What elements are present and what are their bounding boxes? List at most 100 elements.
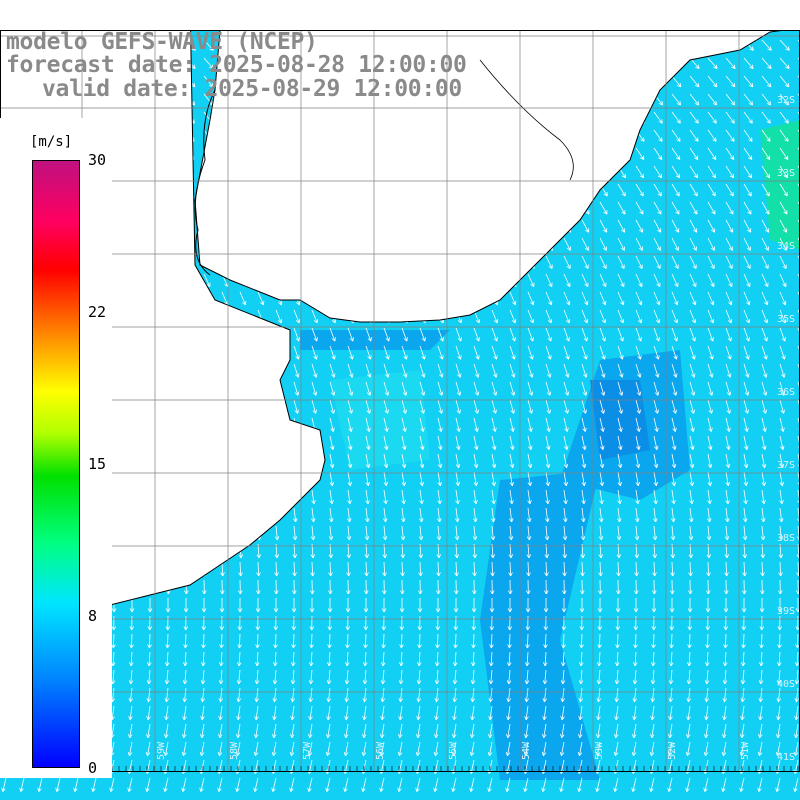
wind-arrow — [797, 291, 800, 298]
wind-arrow — [543, 615, 549, 631]
wind-arrow — [652, 525, 658, 541]
wind-arrow — [541, 777, 547, 792]
wind-arrow — [743, 165, 752, 179]
wind-arrow — [363, 615, 369, 631]
wind-arrow — [383, 435, 389, 450]
wind-arrow — [758, 687, 764, 703]
wind-arrow — [707, 435, 713, 450]
wind-arrow — [470, 705, 475, 721]
low-wind-patch — [300, 330, 450, 350]
wind-arrow — [416, 723, 421, 739]
wind-arrow — [615, 597, 621, 613]
wind-arrow — [725, 471, 731, 487]
wind-arrow — [527, 291, 535, 306]
wind-arrow — [689, 381, 696, 396]
wind-arrow — [238, 579, 243, 595]
wind-arrow — [671, 435, 677, 450]
wind-arrow — [129, 597, 135, 613]
wind-arrow — [707, 111, 717, 124]
wind-arrow — [739, 777, 745, 792]
wind-arrow — [761, 75, 772, 88]
wind-arrow — [563, 399, 569, 414]
wind-arrow — [562, 525, 568, 541]
wind-arrow — [617, 219, 626, 233]
wind-arrow — [380, 687, 386, 703]
wind-arrow — [581, 273, 589, 288]
wind-arrow — [725, 327, 732, 342]
valid-date: valid date: 2025-08-29 12:00:00 — [42, 76, 462, 102]
wind-arrow — [578, 687, 584, 703]
wind-arrow — [237, 597, 243, 613]
wind-arrow — [455, 471, 461, 487]
wind-arrow — [399, 651, 404, 667]
wind-arrow — [759, 651, 764, 667]
wind-arrow — [454, 525, 460, 541]
wind-arrow — [452, 669, 458, 685]
wind-arrow — [707, 309, 715, 324]
wind-arrow — [599, 291, 607, 306]
wind-arrow — [363, 633, 368, 649]
wind-arrow — [365, 363, 372, 378]
wind-arrow — [183, 615, 189, 631]
wind-arrow — [455, 345, 462, 360]
wind-arrow — [560, 669, 566, 685]
wind-arrow — [181, 741, 187, 757]
wind-arrow — [779, 453, 785, 469]
wind-arrow — [455, 507, 460, 523]
wind-arrow — [725, 57, 736, 69]
wind-arrow — [383, 327, 390, 342]
wind-arrow — [545, 417, 551, 432]
wind-arrow — [473, 381, 480, 396]
wind-arrow — [653, 417, 659, 432]
wind-arrow — [653, 507, 658, 523]
wind-arrow — [614, 669, 620, 685]
wind-arrow — [562, 561, 567, 577]
wind-arrow — [779, 417, 785, 432]
wind-arrow — [761, 219, 770, 233]
wind-arrow — [343, 777, 349, 792]
wind-arrow — [779, 345, 786, 360]
wind-arrow — [419, 327, 426, 342]
wind-arrow — [545, 435, 551, 450]
wind-arrow — [725, 345, 732, 360]
wind-arrow — [326, 705, 331, 721]
wind-arrow — [273, 597, 279, 613]
wind-arrow — [779, 111, 789, 124]
wind-arrow — [1, 777, 7, 792]
wind-arrow — [419, 345, 426, 360]
wind-arrow — [235, 777, 241, 792]
wind-arrow — [291, 651, 296, 667]
wind-arrow — [597, 615, 603, 631]
wind-arrow — [329, 399, 335, 414]
wind-arrow — [311, 381, 318, 396]
wind-arrow — [543, 651, 548, 667]
wind-arrow — [740, 669, 746, 685]
wind-arrow — [437, 489, 442, 505]
wind-arrow — [671, 453, 677, 469]
wind-arrow — [401, 399, 407, 414]
colorbar-unit: [m/s] — [30, 134, 73, 150]
wind-arrow — [595, 741, 601, 757]
wind-arrow — [545, 309, 553, 324]
wind-arrow — [200, 669, 206, 685]
wind-arrow — [596, 723, 601, 739]
wind-arrow — [598, 561, 603, 577]
wind-arrow — [344, 705, 349, 721]
wind-arrow — [579, 615, 585, 631]
wind-arrow — [635, 201, 644, 215]
wind-arrow — [671, 237, 679, 251]
lat-label: 35S — [777, 314, 795, 325]
wind-arrow — [650, 705, 655, 721]
wind-arrow — [668, 669, 674, 685]
wind-arrow — [473, 435, 479, 450]
wind-arrow — [599, 201, 608, 215]
wind-arrow — [779, 75, 790, 88]
wind-arrow — [401, 453, 407, 469]
wind-arrow — [236, 687, 242, 703]
wind-arrow — [325, 741, 331, 757]
lat-label: 37S — [777, 460, 795, 471]
wind-arrow — [525, 615, 531, 631]
wind-arrow — [437, 417, 443, 432]
wind-arrow — [128, 723, 133, 739]
